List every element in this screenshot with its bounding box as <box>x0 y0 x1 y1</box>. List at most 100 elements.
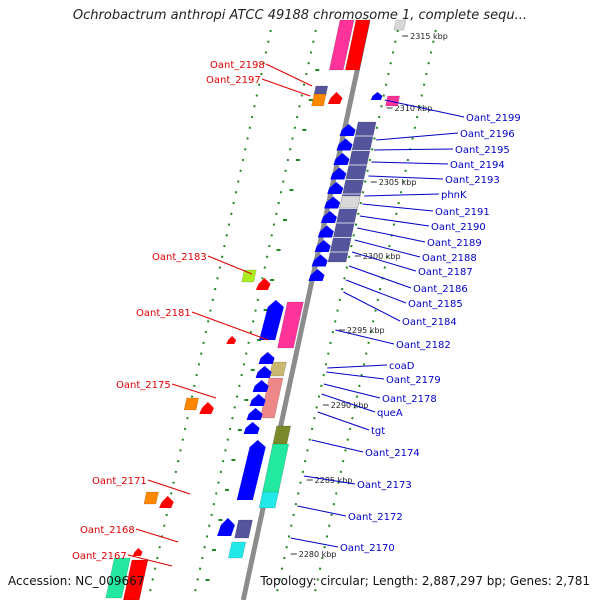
leader-line <box>371 161 449 165</box>
gene-blue-arrow <box>249 394 266 406</box>
dots-inner-right <box>274 29 399 600</box>
leader-line <box>374 148 454 151</box>
kbp-label: 2315 kbp <box>410 32 448 41</box>
label-leaders <box>127 63 465 567</box>
features <box>105 19 407 600</box>
leader-line <box>147 479 191 495</box>
gene-blue-arrow <box>255 366 272 378</box>
gene-label: Oant_2197 <box>206 75 261 86</box>
gene-label: Oant_2184 <box>402 317 457 328</box>
leader-line <box>191 311 269 341</box>
gene-label: Oant_2178 <box>382 394 437 405</box>
gene-label: Oant_2194 <box>450 160 505 171</box>
gene-label: Oant_2198 <box>210 60 265 71</box>
kbp-label: 2295 kbp <box>347 326 385 335</box>
kbp-label: 2290 kbp <box>331 401 369 410</box>
summary-text: Topology: circular; Length: 2,887,297 bp… <box>260 574 590 588</box>
leader-line <box>171 383 217 399</box>
gene-label: Oant_2193 <box>445 175 500 186</box>
dots-inner-left <box>192 29 317 600</box>
gene-blue-arrow <box>317 225 334 238</box>
gene-label: Oant_2174 <box>365 448 420 459</box>
gene-label: Oant_2181 <box>136 308 191 319</box>
labels: Oant_2198 Oant_2197 Oant_2183 Oant_2181 Oant… <box>72 60 521 562</box>
leader-line <box>362 203 434 212</box>
leader-line <box>326 371 385 380</box>
leader-line <box>364 193 440 197</box>
kbp-label: 2280 kbp <box>299 550 337 559</box>
gene-gray <box>393 19 407 31</box>
leader-line <box>135 528 179 543</box>
leader-line <box>368 175 444 180</box>
gene-orange <box>311 93 327 107</box>
leader-line <box>351 251 417 272</box>
leader-line <box>303 475 356 485</box>
gene-label: Oant_2196 <box>460 129 515 140</box>
leader-line <box>357 227 426 243</box>
gene-green <box>261 443 290 495</box>
dots-outer-right <box>312 29 437 600</box>
gene-purple <box>234 519 253 539</box>
leader-line <box>261 78 311 97</box>
gene-blue-arrow <box>370 92 383 100</box>
gene-lime <box>241 269 257 283</box>
gene-pink <box>328 19 355 71</box>
gene-label: Oant_2168 <box>80 525 135 536</box>
gene-phnk-gray <box>339 195 361 209</box>
gene-blue-long <box>236 440 266 500</box>
leader-line <box>345 279 407 304</box>
gene-label: Oant_2186 <box>413 284 468 295</box>
gene-label: Oant_2199 <box>466 113 521 124</box>
gene-red-arrow <box>199 402 214 414</box>
kbp-label: 2300 kbp <box>363 252 401 261</box>
gene-blue-large <box>259 300 284 340</box>
gene-red-arrow <box>255 278 271 290</box>
gene-pink-large <box>277 301 304 349</box>
gene-blue-arrow <box>336 138 353 151</box>
kbp-label: 2305 kbp <box>379 178 417 187</box>
gene-blue-arrow <box>252 380 269 392</box>
gene-label: Oant_2167 <box>72 551 127 562</box>
gene-red-small <box>226 336 237 344</box>
gene-orange <box>183 397 200 411</box>
gene-blue-arrow <box>320 211 337 223</box>
operon-purple <box>327 121 377 263</box>
map-title: Ochrobactrum anthropi ATCC 49188 chromos… <box>72 8 528 23</box>
gene-label: coaD <box>389 361 415 372</box>
leader-line <box>207 255 253 275</box>
gene-label: Oant_2183 <box>152 252 207 263</box>
leader-line <box>311 439 364 453</box>
leader-line <box>343 291 401 322</box>
gene-cyan <box>227 541 247 559</box>
leader-line <box>323 383 381 399</box>
gene-blue-arrow <box>324 196 341 209</box>
gene-blue-arrow <box>258 352 275 364</box>
gene-blue-arrow <box>333 153 350 165</box>
gene-label: Oant_2187 <box>418 267 473 278</box>
gene-olive <box>272 425 292 447</box>
gene-label: Oant_2189 <box>427 238 482 249</box>
gene-blue-arrow <box>246 408 263 420</box>
gene-label: phnK <box>441 190 467 201</box>
leader-line <box>384 99 465 118</box>
gene-blue <box>217 518 235 536</box>
gene-pink-small <box>385 95 401 107</box>
gene-label: Oant_2185 <box>408 299 463 310</box>
gene-label: Oant_2188 <box>422 253 477 264</box>
leader-line <box>354 239 421 258</box>
gene-label: Oant_2191 <box>435 207 490 218</box>
gene-blue-arrow <box>311 254 328 267</box>
leader-line <box>327 364 388 369</box>
gene-purple <box>313 85 329 97</box>
gene-red <box>123 559 149 600</box>
gene-cyan <box>258 491 279 509</box>
gene-khaki <box>269 361 287 377</box>
gene-blue-arrow <box>327 182 344 194</box>
gene-blue-arrow <box>308 269 325 281</box>
gene-blue-arrow <box>330 167 347 180</box>
leader-line <box>265 63 313 87</box>
leader-line <box>376 132 459 141</box>
kbp-label: 2310 kbp <box>395 104 433 113</box>
gene-red <box>344 19 371 71</box>
